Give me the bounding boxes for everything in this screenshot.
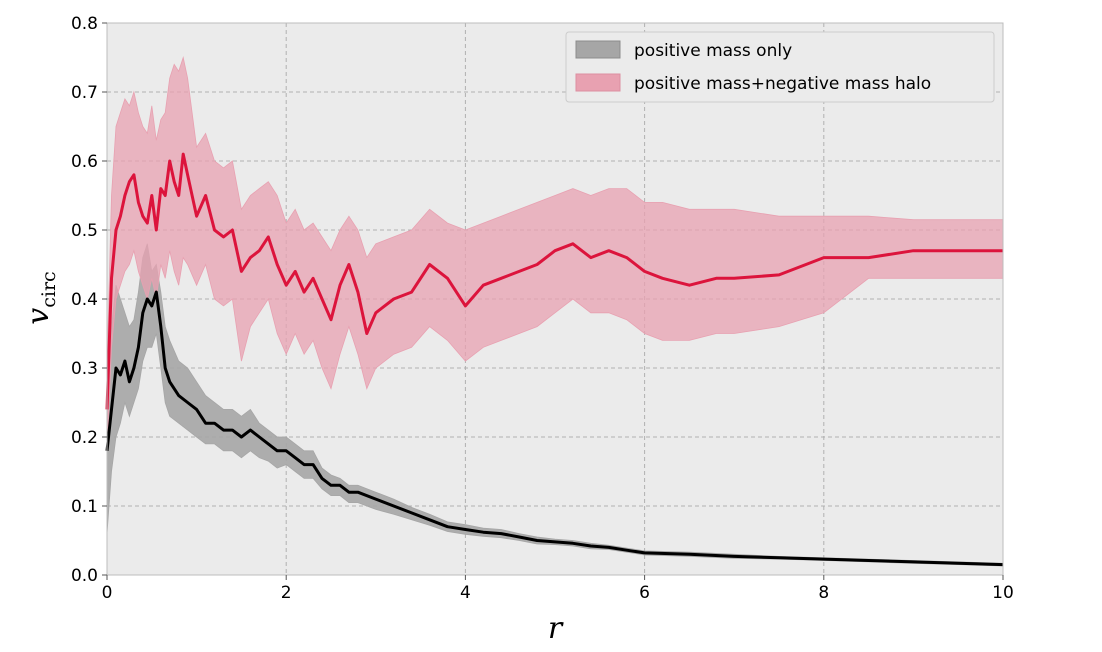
x-tick-label: 4 — [460, 583, 471, 603]
y-tick-label: 0.8 — [71, 14, 98, 34]
y-tick-label: 0.4 — [71, 290, 98, 310]
y-tick-label: 0.6 — [71, 152, 98, 172]
line-series-1 — [105, 152, 1003, 410]
x-axis-ticks: 0 2 4 6 8 10 — [102, 575, 1014, 603]
series-lines — [105, 152, 1004, 567]
legend: positive mass only positive mass+negativ… — [565, 31, 995, 103]
y-tick-label: 0.3 — [71, 359, 98, 379]
y-axis-label-main: v — [21, 308, 56, 325]
x-tick-label: 10 — [992, 583, 1014, 603]
y-tick-label: 0.1 — [71, 497, 98, 517]
y-axis-ticks: 0.0 0.1 0.2 0.3 0.4 0.5 0.6 0.7 0.8 — [71, 14, 107, 586]
y-tick-label: 0.0 — [71, 566, 98, 586]
y-axis-label-sub: circ — [38, 271, 60, 307]
legend-swatch-negative-mass-halo — [575, 73, 621, 92]
y-tick-label: 0.7 — [71, 83, 98, 103]
x-tick-label: 6 — [639, 583, 650, 603]
y-tick-label: 0.5 — [71, 221, 98, 241]
y-axis-label: vcirc — [21, 271, 60, 324]
x-tick-label: 2 — [281, 583, 292, 603]
x-tick-label: 0 — [102, 583, 113, 603]
x-axis-label: r — [548, 611, 564, 646]
legend-box — [565, 31, 995, 103]
legend-swatch-positive-mass — [575, 40, 621, 59]
legend-label-negative-mass-halo: positive mass+negative mass halo — [634, 74, 931, 94]
legend-label-positive-mass: positive mass only — [634, 41, 792, 61]
line-series-0 — [105, 290, 1004, 567]
x-tick-label: 8 — [818, 583, 829, 603]
y-tick-label: 0.2 — [71, 428, 98, 448]
